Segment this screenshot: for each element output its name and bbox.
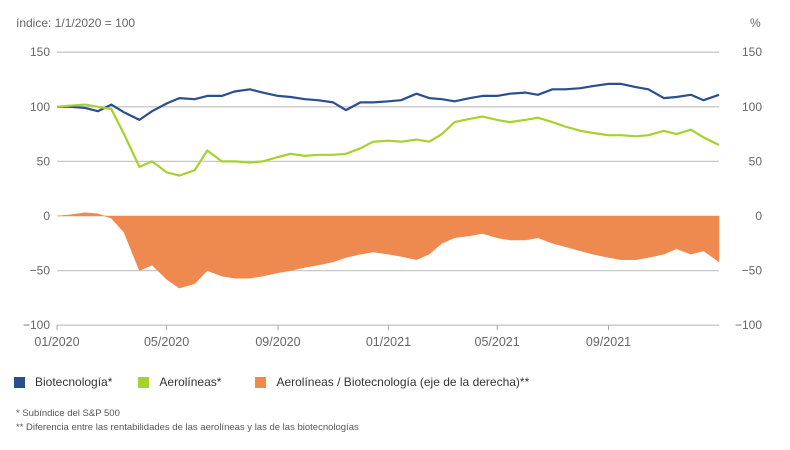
legend-item-biotech: Biotecnología*: [14, 375, 112, 389]
series-line-biotech: [57, 82, 720, 122]
legend-swatch: [14, 376, 25, 388]
x-tick-label: 09/2020: [255, 335, 300, 349]
y-tick-left: 0: [43, 209, 50, 223]
y-tick-left: 150: [30, 45, 50, 59]
right-axis-label: %: [750, 16, 761, 30]
legend-swatch: [138, 376, 150, 388]
legend-item-ratio: Aerolíneas / Biotecnología (eje de la de…: [255, 375, 529, 389]
legend-label: Aerolíneas*: [159, 375, 222, 389]
left-axis-label: índice: 1/1/2020 = 100: [16, 16, 135, 30]
y-tick-right: 150: [742, 45, 762, 59]
y-tick-right: 100: [742, 100, 762, 114]
y-tick-right: 50: [749, 154, 763, 168]
legend-swatch: [255, 376, 267, 388]
legend-label: Biotecnología*: [35, 375, 113, 389]
y-tick-right: 0: [755, 209, 762, 223]
legend-item-airlines: Aerolíneas*: [138, 375, 221, 389]
legend: Biotecnología* Aerolíneas* Aerolíneas / …: [14, 375, 555, 389]
y-tick-right: −100: [735, 318, 762, 332]
y-tick-left: −100: [23, 318, 50, 332]
y-tick-left: −50: [30, 264, 51, 278]
series-area-ratio: [56, 212, 720, 289]
footnote-1: * Subíndice del S&P 500: [16, 408, 120, 419]
x-tick-label: 01/2020: [34, 335, 79, 349]
x-tick-label: 05/2021: [475, 335, 520, 349]
series-line-airlines: [56, 103, 720, 177]
x-tick-label: 05/2020: [144, 335, 189, 349]
y-tick-right: −50: [742, 264, 763, 278]
x-tick-label: 01/2021: [366, 335, 411, 349]
footnote-2: ** Diferencia entre las rentabilidades d…: [16, 422, 359, 433]
x-tick-label: 09/2021: [586, 335, 631, 349]
legend-label: Aerolíneas / Biotecnología (eje de la de…: [276, 375, 530, 389]
y-tick-left: 50: [37, 154, 51, 168]
y-tick-left: 100: [30, 100, 50, 114]
